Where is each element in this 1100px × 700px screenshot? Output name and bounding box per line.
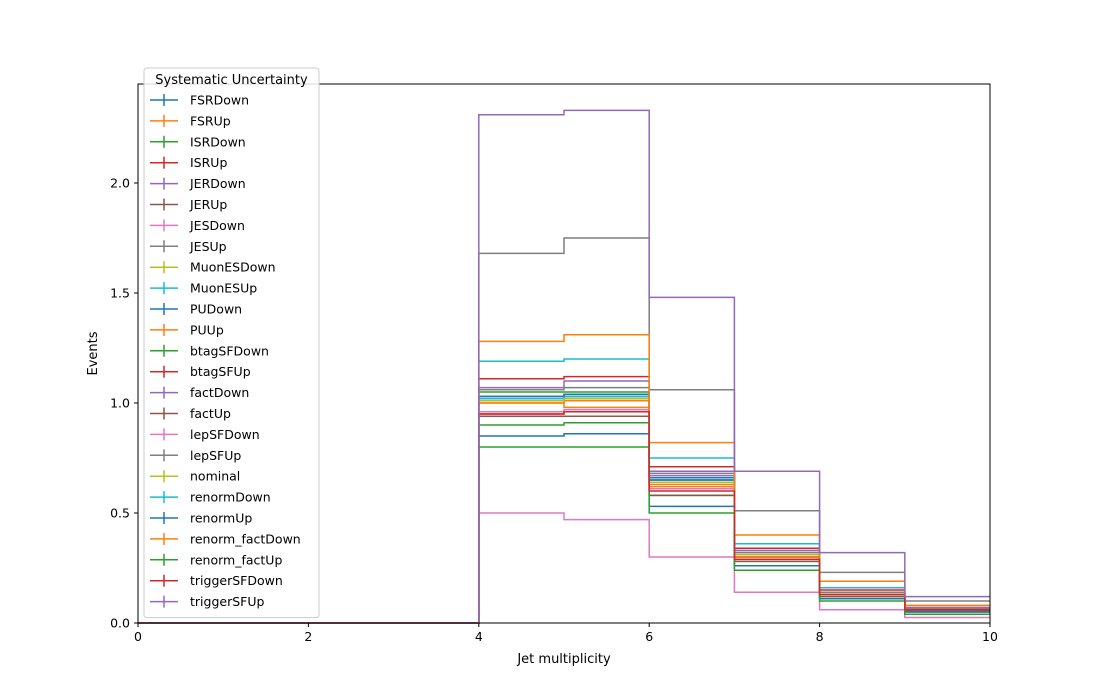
x-tick-label: 4 — [475, 629, 483, 644]
legend-label: lepSFDown — [190, 427, 260, 442]
legend-label: factDown — [190, 385, 249, 400]
legend-item-MuonESDown: MuonESDown — [150, 260, 276, 275]
legend-label: renorm_factDown — [190, 531, 301, 546]
y-tick-label: 1.0 — [110, 396, 130, 411]
legend-label: triggerSFDown — [190, 573, 283, 588]
legend-label: renorm_factUp — [190, 552, 282, 567]
legend-label: factUp — [190, 406, 231, 421]
legend-item-lepSFDown: lepSFDown — [150, 427, 260, 442]
legend-item-btagSFDown: btagSFDown — [150, 343, 269, 358]
x-tick-label: 10 — [982, 629, 998, 644]
legend-item-MuonESUp: MuonESUp — [150, 281, 257, 296]
y-tick-label: 0.5 — [110, 506, 130, 521]
legend-box — [143, 67, 320, 619]
x-axis-ticks: 0 2 4 6 8 10 — [134, 623, 998, 644]
legend-item-triggerSFDown: triggerSFDown — [150, 573, 283, 588]
x-tick-label: 2 — [304, 629, 312, 644]
legend-label: btagSFDown — [190, 343, 269, 358]
x-tick-label: 6 — [645, 629, 653, 644]
legend-label: PUDown — [190, 302, 242, 317]
legend-item-renorm_factDown: renorm_factDown — [150, 531, 301, 546]
legend-item-ISRDown: ISRDown — [150, 134, 246, 149]
legend-item-factUp: factUp — [150, 406, 231, 421]
x-axis-label: Jet multiplicity — [516, 652, 611, 667]
axes-frame — [137, 83, 991, 624]
legend-label: renormDown — [190, 490, 271, 505]
legend-item-renormUp: renormUp — [150, 511, 252, 526]
legend-item-JERUp: JERUp — [150, 197, 227, 212]
legend-item-JESDown: JESDown — [150, 218, 245, 233]
x-tick-label: 0 — [134, 629, 142, 644]
legend-item-JERDown: JERDown — [150, 176, 246, 191]
legend-item-FSRDown: FSRDown — [150, 93, 249, 108]
y-axis-label: Events — [86, 331, 101, 375]
y-tick-label: 1.5 — [110, 286, 130, 301]
legend-label: renormUp — [190, 511, 252, 526]
legend-label: JESUp — [189, 239, 227, 254]
legend-label: ISRUp — [190, 155, 227, 170]
legend-label: FSRUp — [190, 113, 231, 128]
legend-item-ISRUp: ISRUp — [150, 155, 227, 170]
legend: Systematic Uncertainty FSRDown FSRUp ISRDo… — [143, 67, 320, 619]
legend-label: nominal — [190, 469, 240, 484]
legend-item-factDown: factDown — [150, 385, 249, 400]
legend-label: JERDown — [189, 176, 246, 191]
legend-label: MuonESDown — [190, 260, 276, 275]
legend-label: btagSFUp — [190, 364, 251, 379]
legend-item-lepSFUp: lepSFUp — [150, 448, 241, 463]
legend-items: FSRDown FSRUp ISRDown ISRUp JERDown JERUp JESD… — [150, 93, 301, 609]
legend-item-FSRUp: FSRUp — [150, 113, 231, 128]
legend-title: Systematic Uncertainty — [155, 73, 308, 88]
legend-label: ISRDown — [190, 134, 246, 149]
legend-label: PUUp — [190, 322, 224, 337]
legend-label: triggerSFUp — [190, 594, 264, 609]
legend-item-renorm_factUp: renorm_factUp — [150, 552, 282, 567]
legend-item-triggerSFUp: triggerSFUp — [150, 594, 264, 609]
y-tick-label: 2.0 — [110, 176, 130, 191]
y-tick-label: 0.0 — [110, 616, 130, 631]
x-tick-label: 8 — [816, 629, 824, 644]
legend-item-PUDown: PUDown — [150, 302, 242, 317]
legend-item-nominal: nominal — [150, 469, 240, 484]
legend-item-renormDown: renormDown — [150, 490, 271, 505]
legend-item-JESUp: JESUp — [150, 239, 227, 254]
legend-label: JESDown — [189, 218, 245, 233]
legend-label: MuonESUp — [190, 281, 257, 296]
legend-item-btagSFUp: btagSFUp — [150, 364, 251, 379]
legend-item-PUUp: PUUp — [150, 322, 224, 337]
legend-label: lepSFUp — [190, 448, 241, 463]
y-axis-ticks: 0.0 0.5 1.0 1.5 2.0 — [110, 176, 138, 631]
legend-label: JERUp — [189, 197, 227, 212]
legend-label: FSRDown — [190, 93, 249, 108]
